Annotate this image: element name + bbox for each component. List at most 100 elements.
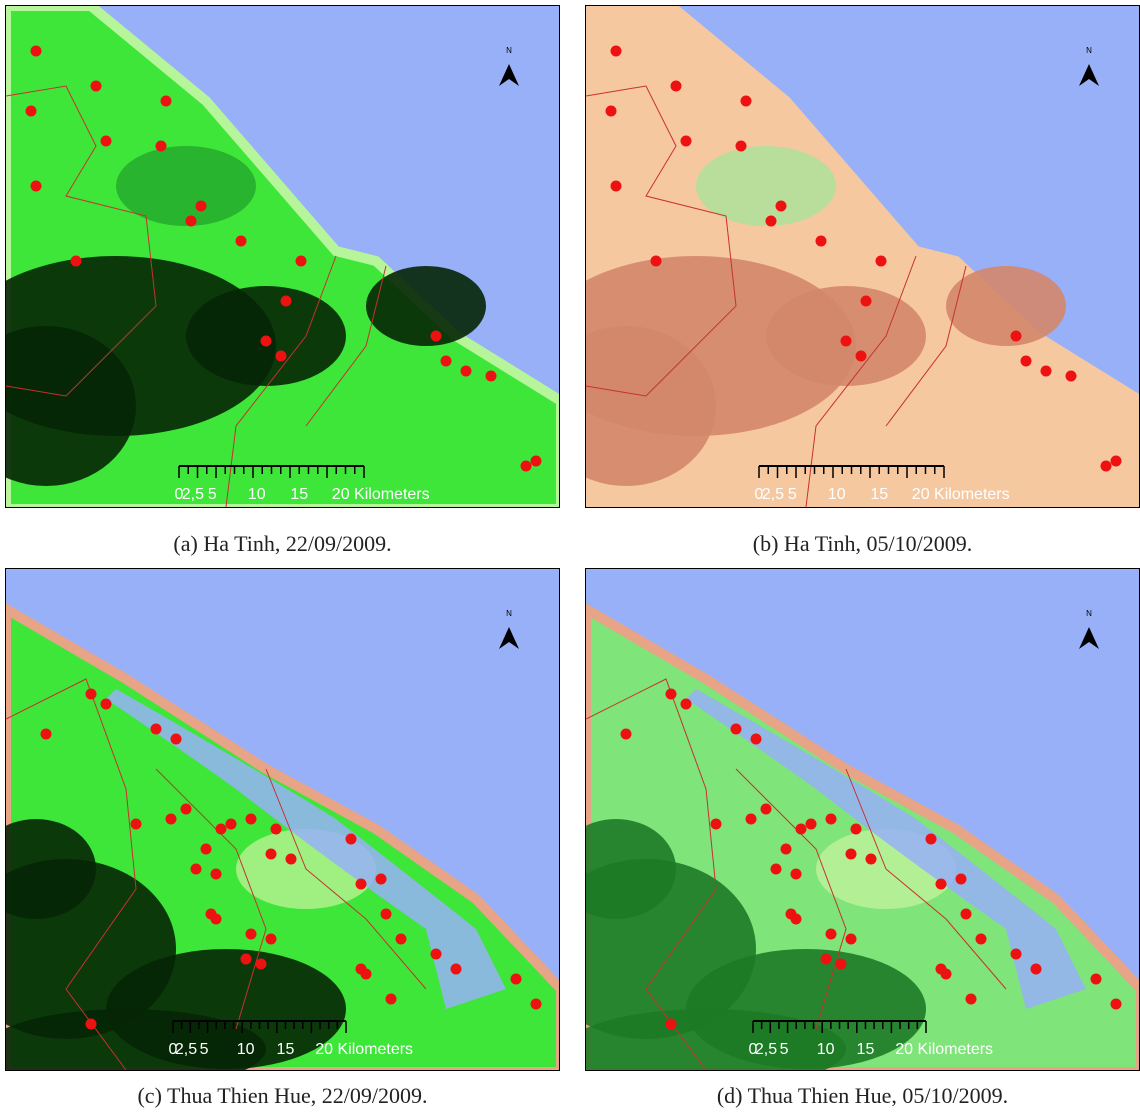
sample-point <box>181 804 192 815</box>
sample-point <box>711 819 722 830</box>
sample-point <box>511 974 522 985</box>
sample-point <box>1111 456 1122 467</box>
map-panel: N02,55101520 Kilometers <box>585 568 1140 1071</box>
scale-label: 5 <box>208 486 217 503</box>
sample-point <box>671 81 682 92</box>
sample-point <box>241 954 252 965</box>
north-label: N <box>1086 609 1092 618</box>
sample-point <box>761 804 772 815</box>
sample-point <box>236 236 247 247</box>
sample-point <box>936 879 947 890</box>
sample-point <box>451 964 462 975</box>
scale-label: 5 <box>788 486 797 503</box>
map-panel: N02,55101520 Kilometers <box>5 5 560 508</box>
caption: (b) Ha Tinh, 05/10/2009. <box>585 531 1140 557</box>
sample-point <box>791 914 802 925</box>
sample-point <box>346 834 357 845</box>
sample-point <box>681 136 692 147</box>
sample-point <box>131 819 142 830</box>
sample-point <box>861 296 872 307</box>
sample-point <box>1041 366 1052 377</box>
sample-point <box>841 336 852 347</box>
sample-point <box>31 46 42 57</box>
sample-point <box>151 724 162 735</box>
sample-point <box>816 236 827 247</box>
sample-point <box>1021 356 1032 367</box>
sample-point <box>486 371 497 382</box>
sample-point <box>286 854 297 865</box>
sample-point <box>961 909 972 920</box>
scale-label: 20 Kilometers <box>315 1041 413 1058</box>
sample-point <box>826 814 837 825</box>
scale-label: 2,5 <box>755 1041 777 1058</box>
map: N02,55101520 Kilometers <box>6 569 559 1070</box>
sample-point <box>186 216 197 227</box>
sample-point <box>531 999 542 1010</box>
scale-label: 10 <box>248 486 266 503</box>
sample-point <box>751 734 762 745</box>
sample-point <box>261 336 272 347</box>
scale-label: 20 Kilometers <box>895 1041 993 1058</box>
sample-point <box>826 929 837 940</box>
sample-point <box>101 699 112 710</box>
sample-point <box>1066 371 1077 382</box>
sample-point <box>736 141 747 152</box>
sample-point <box>156 141 167 152</box>
sample-point <box>271 824 282 835</box>
sample-point <box>356 879 367 890</box>
sample-point <box>531 456 542 467</box>
sample-point <box>161 96 172 107</box>
sample-point <box>276 351 287 362</box>
sample-point <box>776 201 787 212</box>
sample-point <box>211 914 222 925</box>
sample-point <box>666 1019 677 1030</box>
sample-point <box>26 106 37 117</box>
sample-point <box>851 824 862 835</box>
caption: (d) Thua Thien Hue, 05/10/2009. <box>585 1083 1140 1109</box>
sample-point <box>1031 964 1042 975</box>
sample-point <box>361 969 372 980</box>
sample-point <box>256 959 267 970</box>
sample-point <box>651 256 662 267</box>
sample-point <box>746 814 757 825</box>
land-zone <box>946 266 1066 346</box>
land-zone <box>366 266 486 346</box>
sample-point <box>1011 949 1022 960</box>
sample-point <box>71 256 82 267</box>
sample-point <box>431 331 442 342</box>
caption: (c) Thua Thien Hue, 22/09/2009. <box>5 1083 560 1109</box>
scale-label: 10 <box>237 1041 255 1058</box>
scale-label: 5 <box>200 1041 209 1058</box>
north-label: N <box>506 46 512 55</box>
sample-point <box>201 844 212 855</box>
scale-label: 2,5 <box>175 1041 197 1058</box>
sample-point <box>796 824 807 835</box>
sample-point <box>226 819 237 830</box>
sample-point <box>91 81 102 92</box>
sample-point <box>86 689 97 700</box>
sample-point <box>1011 331 1022 342</box>
sample-point <box>966 994 977 1005</box>
sample-point <box>791 869 802 880</box>
sample-point <box>266 849 277 860</box>
sample-point <box>846 849 857 860</box>
sample-point <box>766 216 777 227</box>
sample-point <box>781 844 792 855</box>
scale-label: 15 <box>277 1041 295 1058</box>
sample-point <box>171 734 182 745</box>
sample-point <box>846 934 857 945</box>
sample-point <box>941 969 952 980</box>
sample-point <box>196 201 207 212</box>
scale-label: 20 Kilometers <box>332 486 430 503</box>
sample-point <box>381 909 392 920</box>
sample-point <box>876 256 887 267</box>
sample-point <box>211 869 222 880</box>
scale-label: 10 <box>817 1041 835 1058</box>
sample-point <box>386 994 397 1005</box>
sample-point <box>216 824 227 835</box>
sample-point <box>836 959 847 970</box>
sample-point <box>621 729 632 740</box>
sample-point <box>976 934 987 945</box>
